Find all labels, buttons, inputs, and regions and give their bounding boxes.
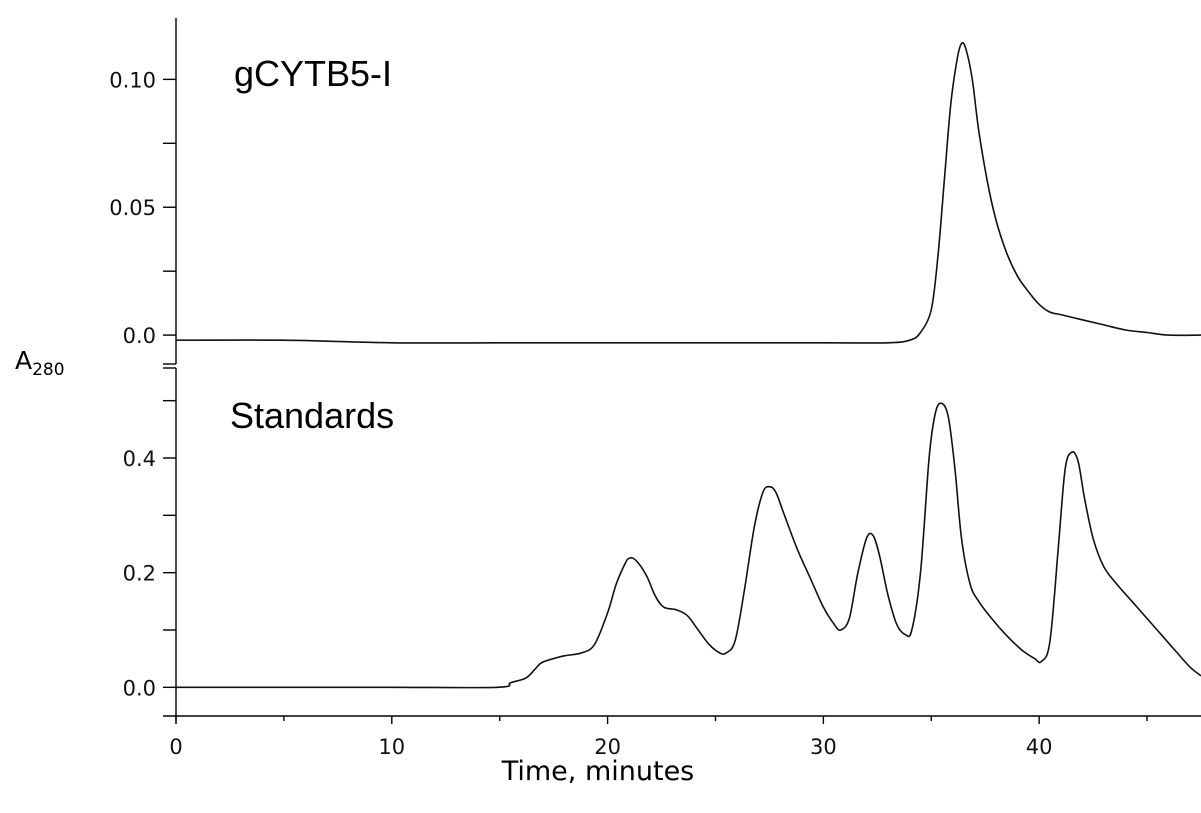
top-y-tick-label: 0.10 — [109, 68, 156, 92]
top-y-tick-label: 0.0 — [123, 324, 156, 348]
y-axis-label-main: A — [15, 346, 32, 375]
bottom-panel-y-ticks: 0.0 0.2 0.4 — [123, 399, 176, 700]
bottom-panel-title: Standards — [230, 395, 394, 436]
x-axis-label: Time, minutes — [501, 756, 695, 787]
x-tick-label: 30 — [810, 735, 837, 759]
y-axis-label: A280 — [15, 346, 65, 380]
top-panel-title: gCYTB5-I — [234, 53, 392, 94]
x-tick-label: 40 — [1026, 735, 1053, 759]
gcytb5-trace — [175, 42, 1201, 344]
bottom-y-tick-label: 0.4 — [123, 447, 156, 471]
top-panel-y-ticks: 0.0 0.05 0.10 — [109, 68, 176, 348]
top-y-tick-label: 0.05 — [109, 196, 156, 220]
x-tick-label: 10 — [378, 735, 405, 759]
y-axis-label-subscript: 280 — [32, 360, 64, 380]
x-tick-label: 0 — [169, 735, 182, 759]
bottom-y-tick-label: 0.0 — [123, 676, 156, 700]
x-tick-label: 20 — [594, 735, 621, 759]
x-ticks: 0 10 20 30 40 — [169, 716, 1148, 759]
standards-trace — [176, 402, 1201, 689]
bottom-y-tick-label: 0.2 — [123, 562, 156, 586]
